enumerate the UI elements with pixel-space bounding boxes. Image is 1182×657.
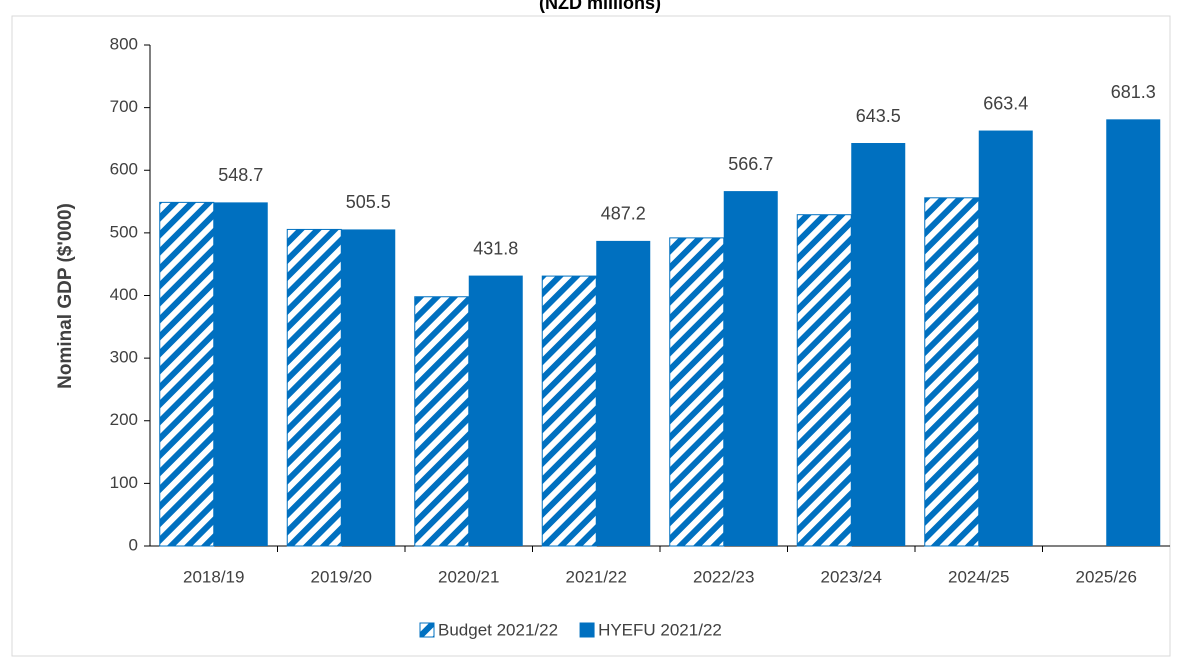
y-tick-label: 800 <box>110 34 138 53</box>
y-tick-label: 100 <box>110 473 138 492</box>
y-tick-label: 200 <box>110 410 138 429</box>
data-label: 548.7 <box>218 165 263 185</box>
bar <box>723 191 778 546</box>
data-label: 643.5 <box>856 106 901 126</box>
bar <box>159 201 215 547</box>
data-label: 663.4 <box>983 93 1028 113</box>
x-tick-label: 2021/22 <box>566 567 627 586</box>
data-label: 566.7 <box>728 154 773 174</box>
bar <box>286 228 342 547</box>
x-tick-label: 2019/20 <box>311 567 372 586</box>
y-tick-label: 400 <box>110 285 138 304</box>
y-tick-label: 0 <box>129 535 138 554</box>
data-label: 681.3 <box>1111 82 1156 102</box>
bar <box>1106 119 1161 546</box>
legend-swatch <box>579 622 595 638</box>
data-label: 431.8 <box>473 238 518 258</box>
bar <box>414 296 470 547</box>
y-axis-label: Nominal GDP ($'000) <box>55 203 76 389</box>
legend-label: Budget 2021/22 <box>438 620 558 639</box>
legend-label: HYEFU 2021/22 <box>598 620 722 639</box>
bar <box>596 240 651 547</box>
bar <box>213 202 268 546</box>
bar <box>978 130 1033 546</box>
bar <box>924 197 980 547</box>
y-tick-label: 300 <box>110 348 138 367</box>
bar <box>468 275 523 546</box>
bar <box>796 214 852 547</box>
legend-swatch <box>419 622 435 638</box>
data-label: 487.2 <box>601 204 646 224</box>
bar <box>669 237 725 547</box>
bar <box>341 229 396 547</box>
bar <box>541 275 597 547</box>
x-tick-label: 2024/25 <box>948 567 1009 586</box>
x-tick-label: 2018/19 <box>183 567 244 586</box>
chart-title: (NZD millions) <box>539 0 661 13</box>
data-label: 505.5 <box>346 192 391 212</box>
y-tick-label: 500 <box>110 222 138 241</box>
bar <box>851 143 906 546</box>
y-tick-label: 600 <box>110 160 138 179</box>
y-tick-label: 700 <box>110 97 138 116</box>
x-tick-label: 2020/21 <box>438 567 499 586</box>
x-tick-label: 2023/24 <box>821 567 882 586</box>
chart-border <box>11 15 1171 657</box>
x-tick-label: 2025/26 <box>1076 567 1137 586</box>
x-tick-label: 2022/23 <box>693 567 754 586</box>
